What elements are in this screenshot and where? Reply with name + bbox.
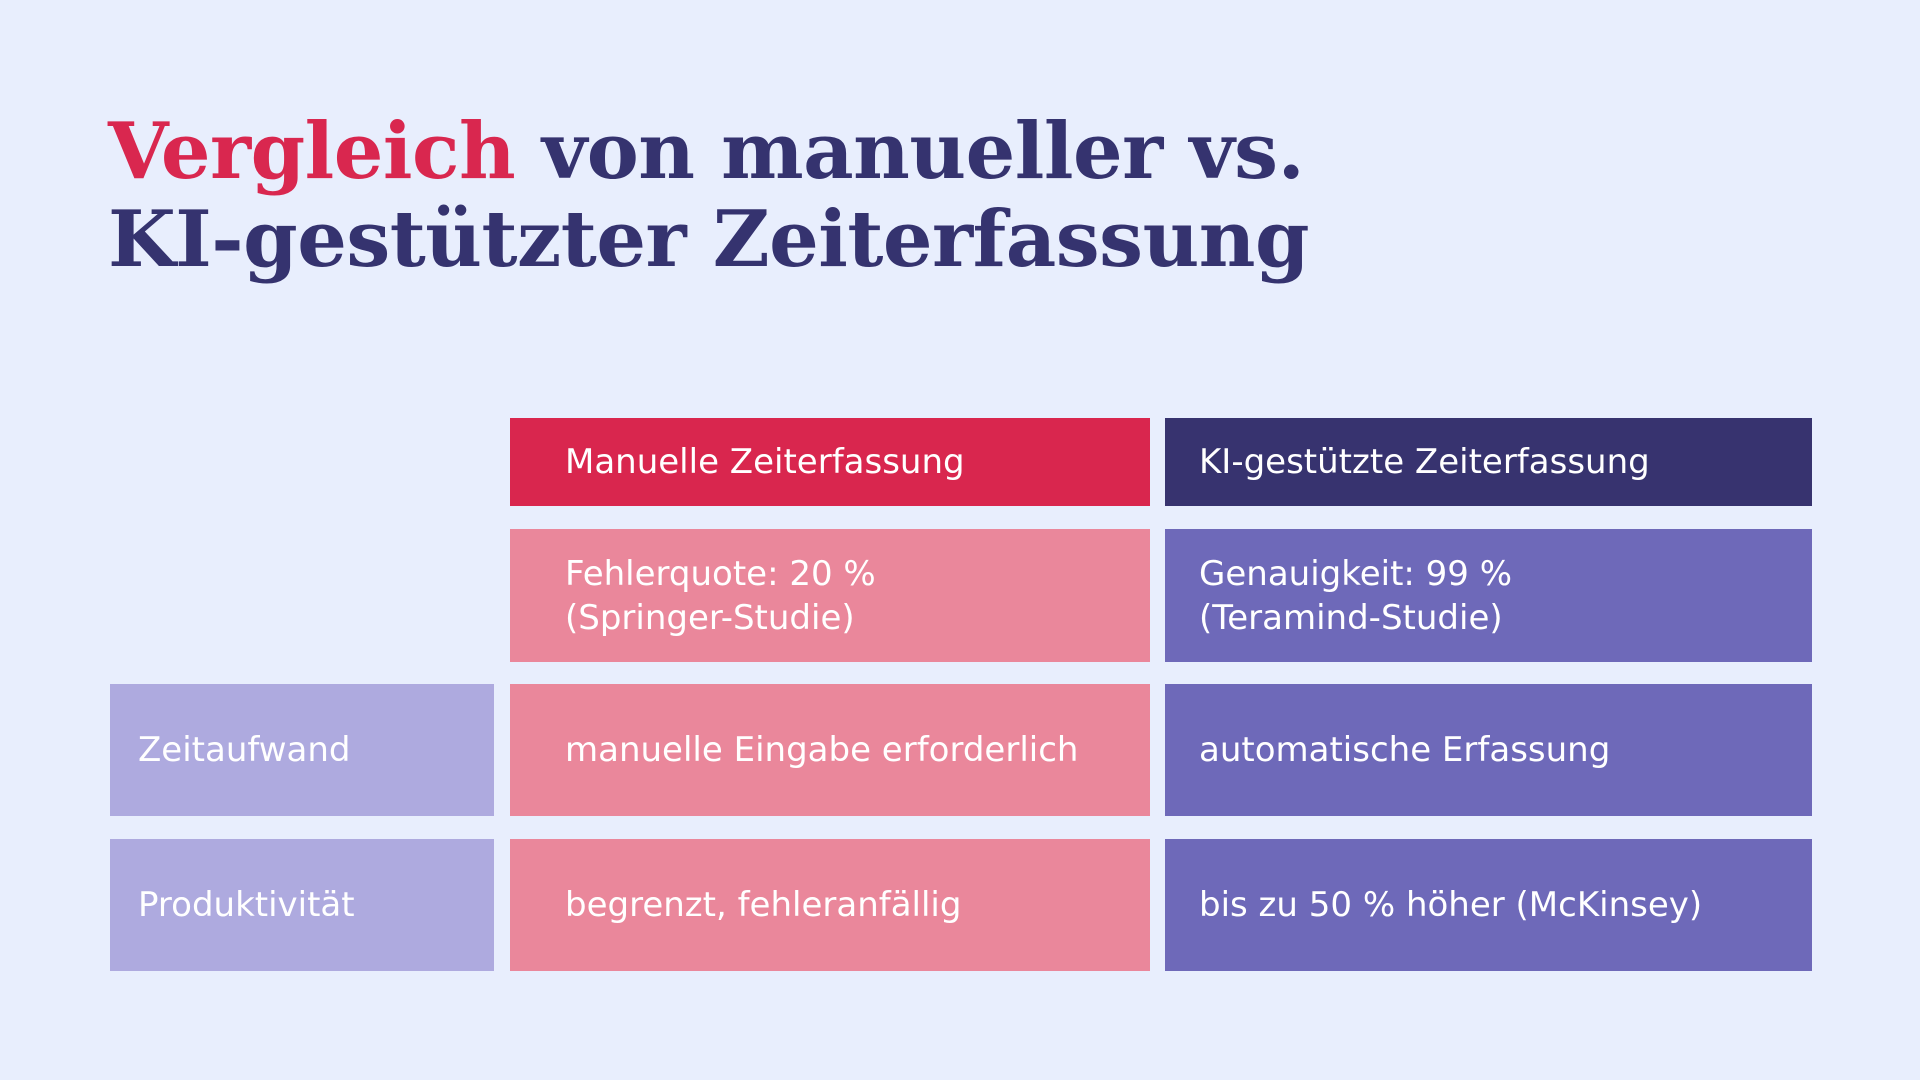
row-label-produktivitaet: Produktivität [110,839,494,971]
row-label-zeitaufwand: Zeitaufwand [110,684,494,816]
page-title: Vergleich von manueller vs. KI-gestützter… [108,108,1508,284]
cell-manual-accuracy: Fehlerquote: 20 % (Springer-Studie) [510,529,1150,662]
header-ki: KI-gestützte Zeiterfassung [1165,418,1812,506]
cell-ki-accuracy: Genauigkeit: 99 % (Teramind-Studie) [1165,529,1812,662]
title-rest: von manueller vs. [515,106,1305,197]
cell-manual-zeitaufwand: manuelle Eingabe erforderlich [510,684,1150,816]
cell-manual-produktivitaet: begrenzt, fehleranfällig [510,839,1150,971]
header-manual: Manuelle Zeiterfassung [510,418,1150,506]
cell-ki-produktivitaet: bis zu 50 % höher (McKinsey) [1165,839,1812,971]
title-accent: Vergleich [108,106,516,197]
title-line-2: KI-gestützter Zeiterfassung [108,194,1310,285]
cell-ki-zeitaufwand: automatische Erfassung [1165,684,1812,816]
